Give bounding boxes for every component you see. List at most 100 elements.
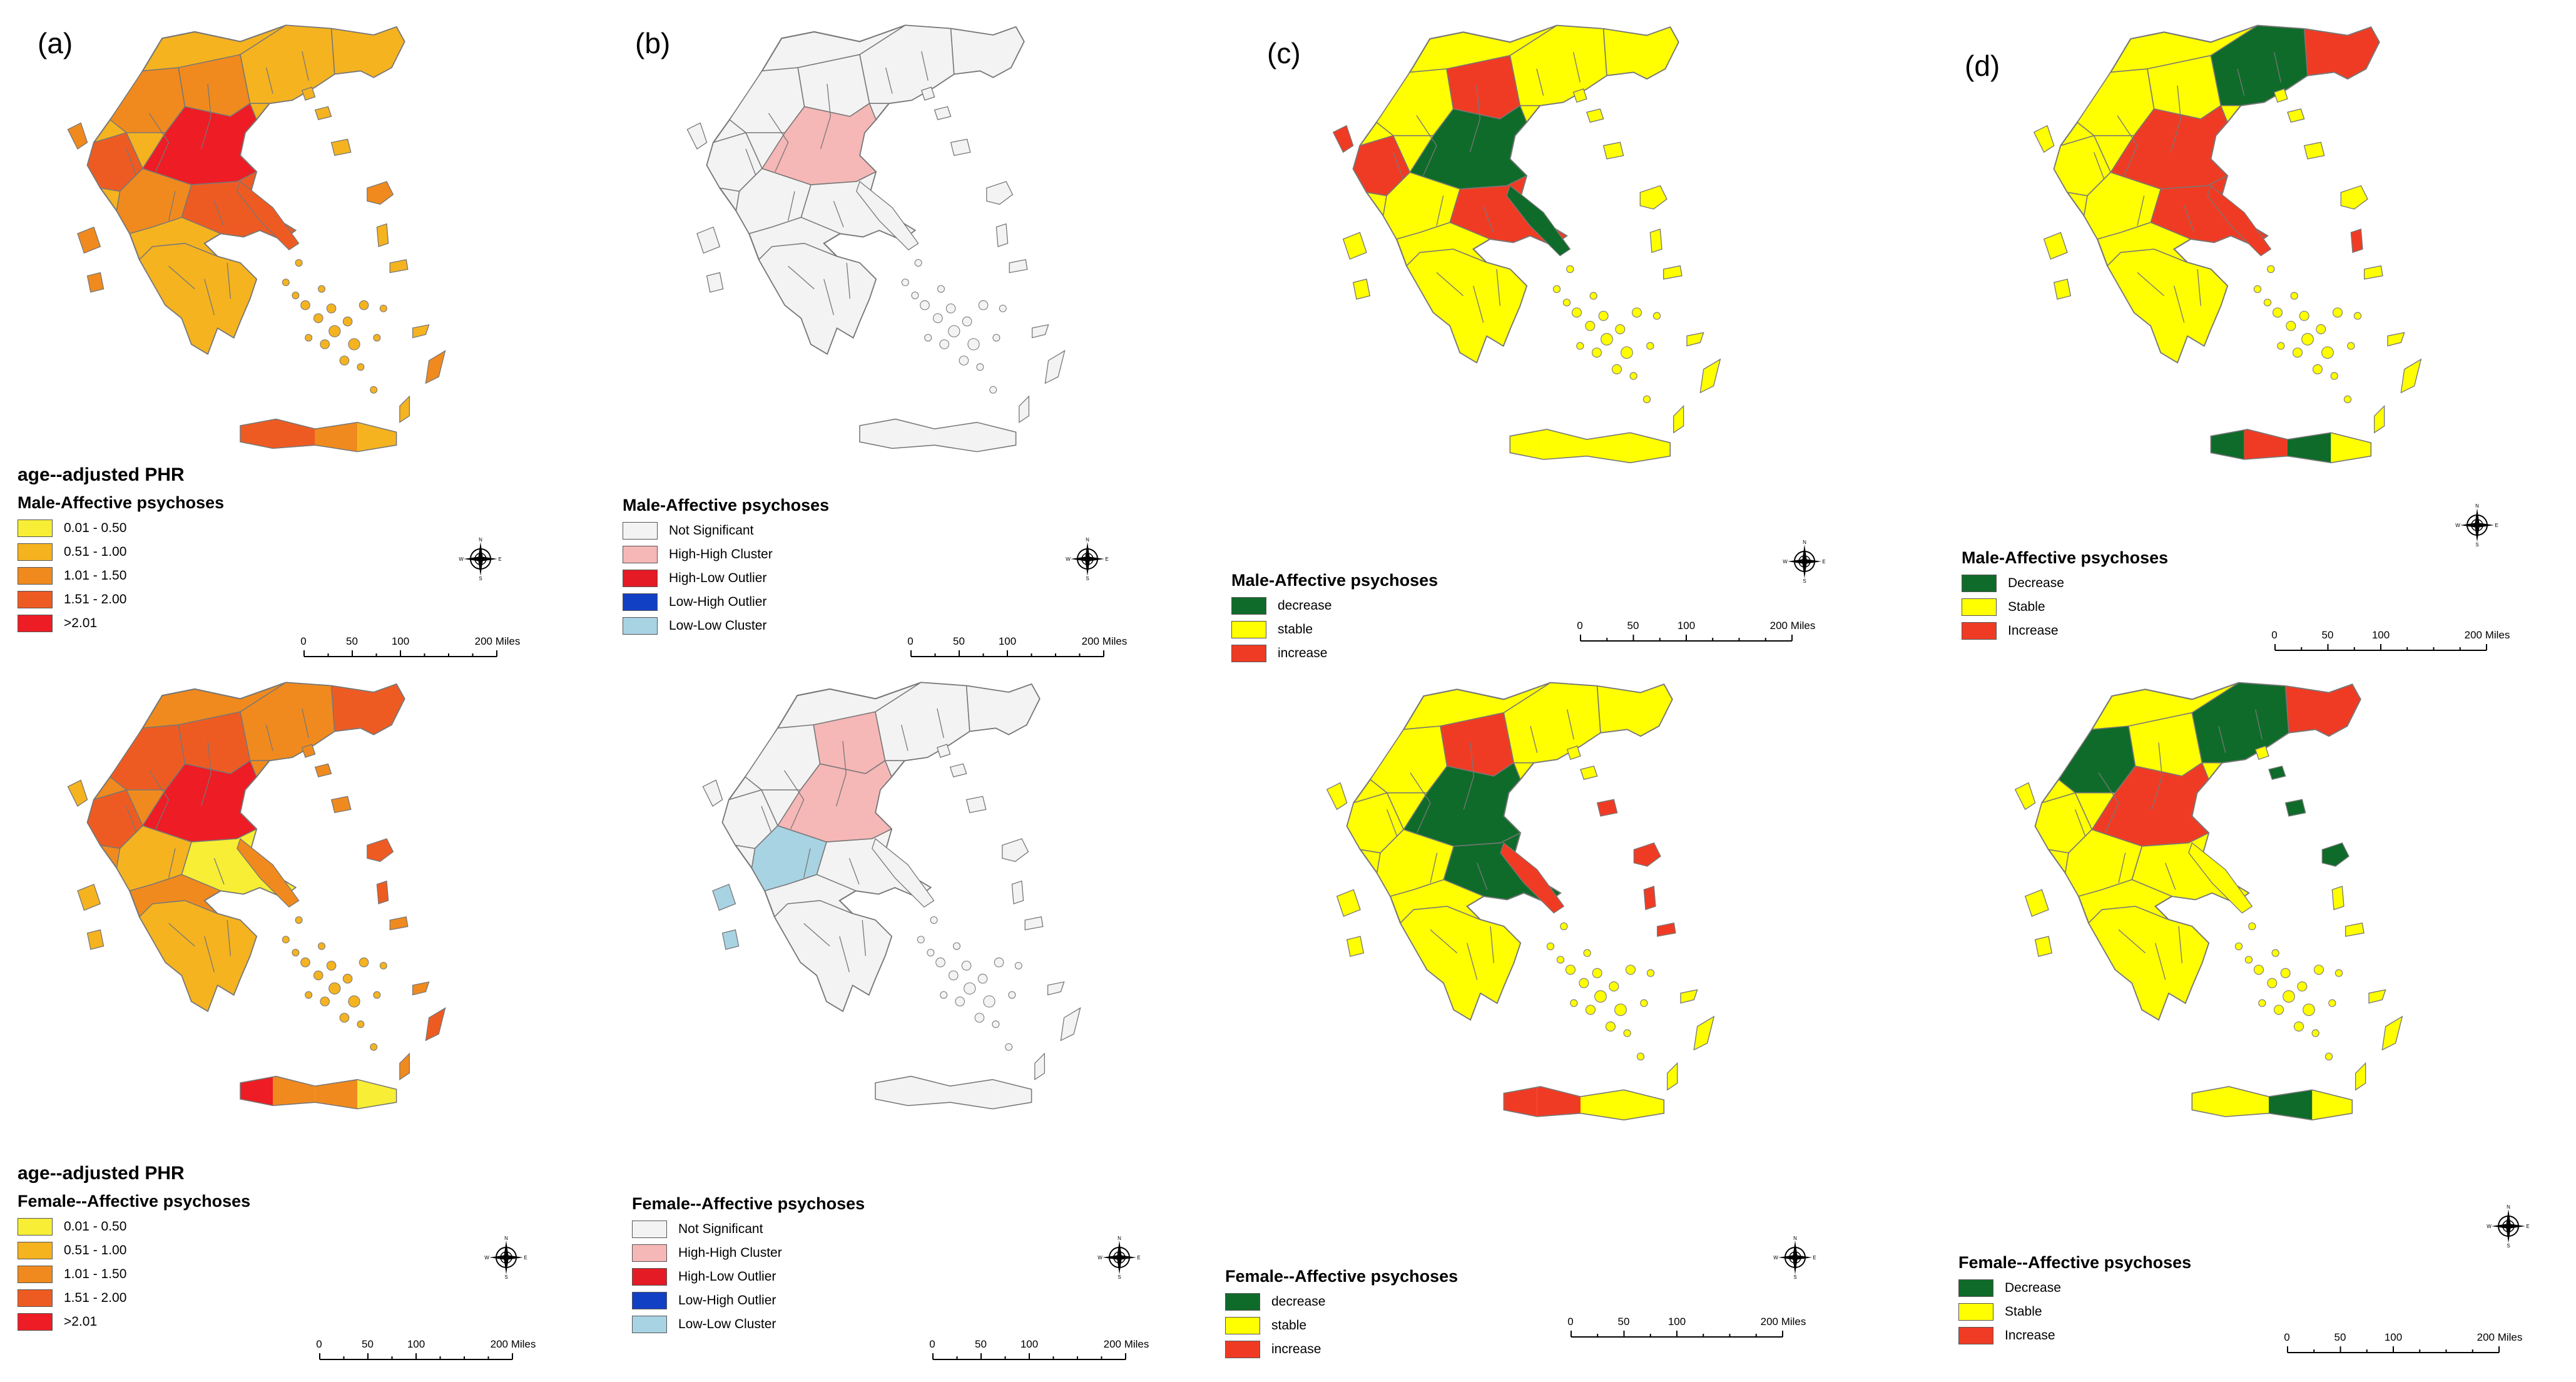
legend-item: increase (1231, 642, 1438, 665)
island-samos (2364, 265, 2383, 280)
island-small (348, 338, 360, 351)
region-wg (116, 825, 192, 891)
island-small (994, 957, 1004, 968)
region-border (2137, 272, 2165, 297)
scale-tick-label: 200 Miles (490, 1338, 536, 1350)
legend-c-female: Female--Affective psychoses decrease stab… (1225, 1267, 1458, 1361)
island-karp (1667, 1062, 1678, 1091)
island-small (305, 334, 313, 342)
region-border (848, 857, 860, 885)
scale-tick-label: 50 (1617, 1316, 1630, 1328)
scale-tick-label: 100 (2371, 629, 2390, 641)
legend-label: Decrease (2005, 1281, 2061, 1295)
legend-item: Stable (1958, 1300, 2191, 1324)
region-border (2165, 862, 2176, 890)
island-lesvos (1639, 185, 1667, 210)
legend-item: 0.01 - 0.50 (18, 516, 224, 540)
island-evia (2188, 842, 2253, 914)
region-border (2118, 929, 2146, 954)
region-border (885, 67, 893, 94)
legend-item: Increase (1962, 619, 2168, 643)
legend-swatch (18, 1313, 53, 1331)
island-small (1552, 285, 1561, 294)
legend-label: increase (1271, 1342, 1321, 1356)
compass-s: S (2475, 542, 2478, 547)
island-zak (1352, 279, 1371, 300)
island-small (1585, 320, 1596, 331)
island-small (1008, 991, 1016, 999)
legend-label: High-Low Outlier (678, 1269, 776, 1284)
island-small (1605, 1021, 1616, 1031)
island-small (2280, 968, 2291, 978)
island-lesvos (367, 838, 394, 862)
island-small (964, 982, 976, 995)
island-samo (2287, 108, 2305, 123)
island-small (370, 1043, 378, 1051)
island-thasos (301, 744, 316, 758)
crete-region (240, 1076, 273, 1109)
region-pel (758, 243, 877, 355)
compass-e: E (498, 556, 501, 562)
panel-label-c: (c) (1267, 37, 1301, 69)
island-small (1652, 312, 1661, 320)
panel-label-a: (a) (38, 27, 73, 59)
region-border (2117, 115, 2138, 176)
region-em (1509, 24, 1607, 106)
legend-swatch (1962, 575, 1997, 592)
legend-swatch (632, 1268, 667, 1286)
legend-label: 0.01 - 0.50 (64, 1219, 127, 1234)
region-th (950, 26, 1025, 78)
compass-w: W (2487, 1224, 2492, 1229)
crete-region (273, 419, 315, 452)
island-small (927, 949, 935, 956)
region-border (2197, 269, 2201, 306)
island-small (1546, 942, 1555, 951)
island-karp (399, 1052, 410, 1081)
island-small (917, 936, 925, 944)
region-border (1473, 285, 1484, 323)
island-kefal (1342, 232, 1367, 260)
region-border (803, 848, 811, 878)
legend-a-male: age--adjusted PHR Male-Affective psychos… (18, 464, 224, 635)
legend-item: increase (1225, 1338, 1458, 1361)
legend-item: >2.01 (18, 612, 224, 635)
island-small (1636, 1052, 1645, 1061)
region-border (1430, 929, 1458, 954)
region-em (240, 682, 335, 761)
region-border (2170, 85, 2182, 153)
island-small (983, 995, 995, 1008)
crete-region (2211, 429, 2244, 463)
legend-item: stable (1231, 618, 1438, 642)
island-small (342, 973, 353, 984)
legend-subtitle: Male-Affective psychoses (623, 496, 830, 514)
region-border (227, 919, 232, 956)
scale-tick-label: 50 (953, 635, 965, 647)
crete-region (1504, 1087, 1537, 1120)
map-a-female (67, 682, 446, 1110)
island-small (2234, 942, 2243, 951)
island-small (1646, 342, 1654, 350)
compass-s: S (1803, 578, 1806, 583)
region-border (1410, 772, 1431, 833)
island-corfu (2014, 782, 2036, 811)
region-border (1416, 115, 1437, 176)
island-limnos (2303, 141, 2325, 160)
island-small (2347, 342, 2355, 350)
island-small (939, 339, 949, 349)
region-border (835, 740, 847, 807)
legend-label: stable (1278, 622, 1313, 637)
island-small (2299, 310, 2309, 321)
island-small (2248, 922, 2256, 931)
island-small (320, 996, 330, 1006)
island-small (924, 334, 932, 342)
island-small (911, 292, 919, 299)
compass-e: E (2495, 523, 2498, 528)
region-border (204, 936, 215, 973)
island-small (2272, 307, 2283, 318)
legend-title: age--adjusted PHR (18, 464, 185, 485)
compass-icon: N E S W (1773, 1236, 1817, 1280)
region-border (2137, 195, 2145, 226)
legend-label: Increase (2005, 1328, 2055, 1343)
region-border (900, 724, 909, 751)
island-evia (1500, 842, 1565, 914)
